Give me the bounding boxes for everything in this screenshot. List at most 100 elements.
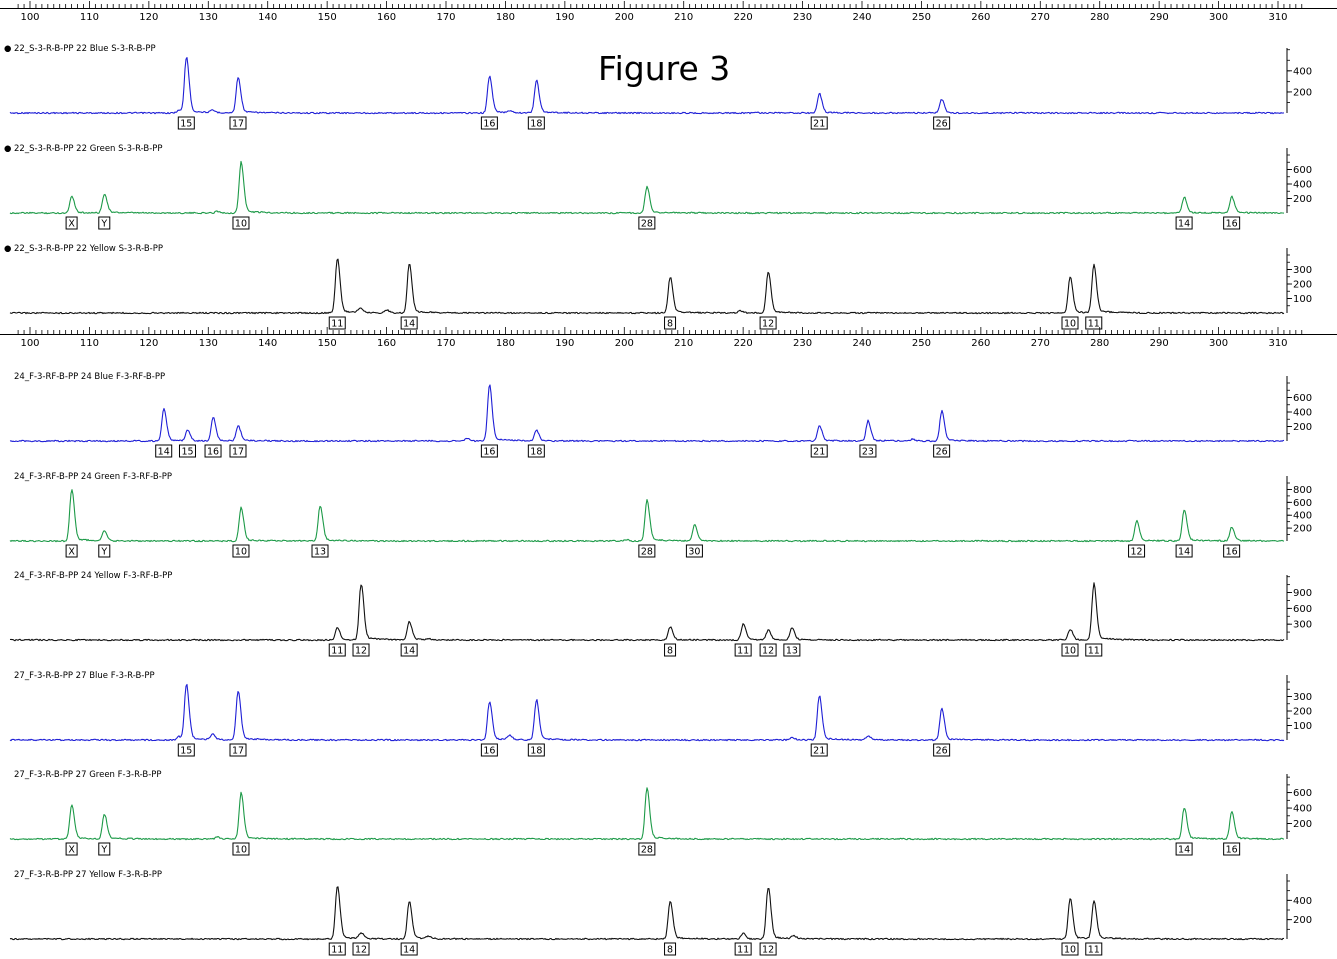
allele-box <box>1175 544 1193 558</box>
allele-label: X <box>68 547 75 558</box>
allele-label: 18 <box>530 119 542 130</box>
lane-label: 27_F-3-R-B-PP 27 Blue F-3-R-B-PP <box>14 671 155 681</box>
allele-call: 10 <box>232 216 250 230</box>
allele-label: 11 <box>737 945 749 956</box>
y-tick-label: 800 <box>1293 485 1312 496</box>
x-tick-label: 180 <box>496 338 515 349</box>
allele-label: 17 <box>232 746 244 757</box>
x-tick-label: 140 <box>258 338 277 349</box>
allele-label: 13 <box>314 547 326 558</box>
x-tick-label: 140 <box>258 12 277 23</box>
allele-call: 26 <box>933 444 951 458</box>
allele-call: 21 <box>810 444 828 458</box>
lane-0-0: 22_S-3-R-B-PP 22 Blue S-3-R-B-PP● 200 400 1… <box>4 44 1312 130</box>
allele-call: 14 <box>400 316 418 330</box>
allele-call: 12 <box>759 942 777 956</box>
allele-box <box>311 544 329 558</box>
allele-call: X <box>65 216 78 230</box>
allele-label: 16 <box>207 447 219 458</box>
allele-box <box>352 942 370 956</box>
allele-box <box>933 743 951 757</box>
x-tick-label: 120 <box>139 12 158 23</box>
allele-call: 12 <box>352 643 370 657</box>
x-tick-label: 210 <box>674 12 693 23</box>
allele-box <box>734 643 752 657</box>
y-tick-label: 200 <box>1293 819 1312 830</box>
x-tick-label: 300 <box>1209 12 1228 23</box>
allele-box <box>400 316 418 330</box>
allele-box <box>229 444 247 458</box>
trace-yellow <box>9 582 1285 642</box>
allele-call: 23 <box>859 444 877 458</box>
x-tick-label: 150 <box>318 338 337 349</box>
allele-label: 14 <box>403 945 415 956</box>
allele-call: 26 <box>933 743 951 757</box>
allele-box <box>664 643 677 657</box>
lane-label: 22_S-3-R-B-PP 22 Green S-3-R-B-PP <box>14 144 163 154</box>
trace-blue <box>9 57 1285 115</box>
allele-box <box>859 444 877 458</box>
allele-box <box>480 743 498 757</box>
x-tick-label: 200 <box>615 12 634 23</box>
allele-call: 10 <box>1061 316 1079 330</box>
x-tick-label: 290 <box>1150 12 1169 23</box>
allele-label: 12 <box>355 646 367 657</box>
allele-label: 28 <box>641 547 653 558</box>
allele-label: 21 <box>813 447 825 458</box>
allele-label: 28 <box>641 219 653 230</box>
allele-label: 11 <box>331 319 343 330</box>
x-tick-label: 230 <box>793 338 812 349</box>
y-tick-label: 400 <box>1293 180 1312 191</box>
allele-box <box>933 444 951 458</box>
allele-box <box>685 544 703 558</box>
y-tick-label: 200 <box>1293 422 1312 433</box>
allele-label: 16 <box>483 119 495 130</box>
x-tick-label: 310 <box>1268 338 1287 349</box>
trace-blue <box>9 384 1285 443</box>
allele-box <box>664 316 677 330</box>
allele-call: 13 <box>783 643 801 657</box>
allele-label: 10 <box>235 219 247 230</box>
lane-0-2: 22_S-3-R-B-PP 22 Yellow S-3-R-B-PP● 100 20… <box>4 244 1312 330</box>
lane-label: 27_F-3-R-B-PP 27 Green F-3-R-B-PP <box>14 770 162 780</box>
allele-label: 15 <box>180 746 192 757</box>
y-tick-label: 100 <box>1293 721 1312 732</box>
allele-box <box>1085 942 1103 956</box>
lane-1-1: 24_F-3-RF-B-PP 24 Green F-3-RF-B-PP 200 40… <box>9 472 1312 558</box>
allele-label: 14 <box>403 646 415 657</box>
trace-green <box>9 489 1285 543</box>
lane-bullet: ● <box>4 44 11 54</box>
allele-box <box>400 942 418 956</box>
allele-call: 12 <box>759 316 777 330</box>
allele-box <box>232 216 250 230</box>
allele-call: 12 <box>1128 544 1146 558</box>
allele-label: 12 <box>762 319 774 330</box>
allele-box <box>65 842 78 856</box>
trace-yellow <box>9 886 1285 941</box>
y-tick-label: 400 <box>1293 896 1312 907</box>
allele-call: Y <box>98 544 111 558</box>
allele-label: 14 <box>1178 547 1190 558</box>
allele-call: 21 <box>810 743 828 757</box>
allele-label: 14 <box>1178 845 1190 856</box>
allele-call: 21 <box>810 116 828 130</box>
allele-box <box>1061 942 1079 956</box>
allele-call: 14 <box>400 942 418 956</box>
allele-box <box>783 643 801 657</box>
allele-label: 17 <box>232 447 244 458</box>
allele-box <box>638 842 656 856</box>
allele-call: 26 <box>933 116 951 130</box>
allele-box <box>98 842 111 856</box>
allele-box <box>229 116 247 130</box>
x-tick-label: 250 <box>912 12 931 23</box>
allele-call: 11 <box>328 316 346 330</box>
allele-call: 10 <box>1061 942 1079 956</box>
allele-label: 12 <box>1131 547 1143 558</box>
x-tick-label: 130 <box>199 12 218 23</box>
allele-label: 11 <box>1088 646 1100 657</box>
allele-label: 16 <box>1226 219 1238 230</box>
allele-box <box>810 743 828 757</box>
allele-call: 16 <box>480 743 498 757</box>
allele-call: 14 <box>1175 544 1193 558</box>
allele-label: 26 <box>936 746 948 757</box>
